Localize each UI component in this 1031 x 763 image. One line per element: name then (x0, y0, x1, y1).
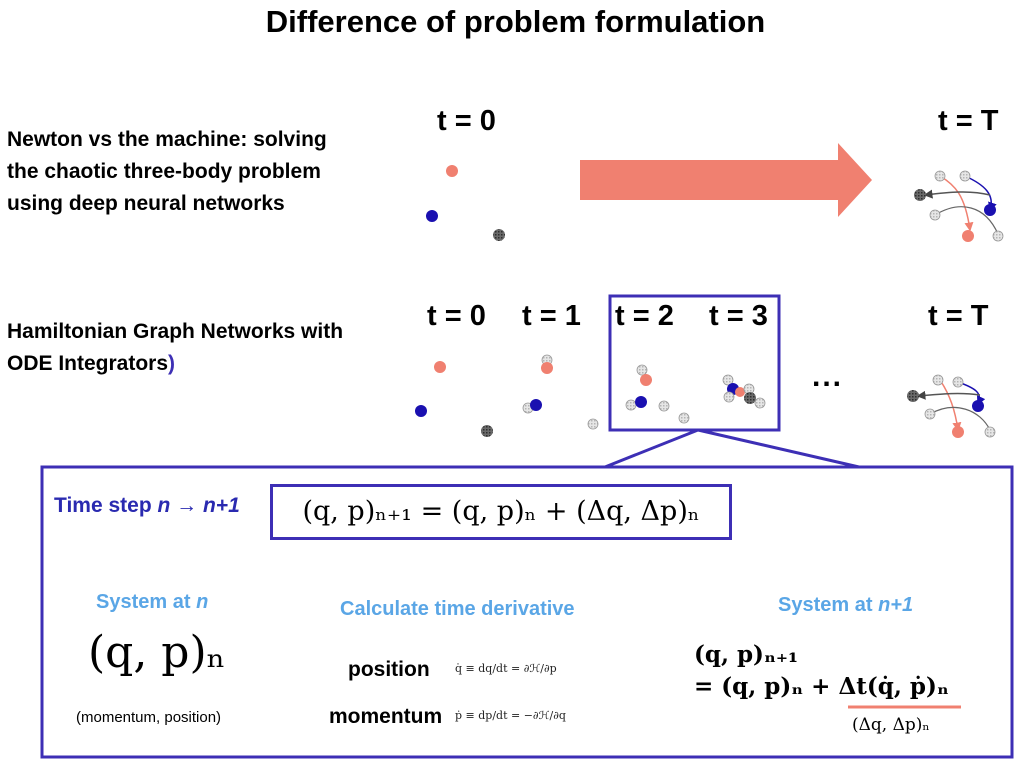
col1-note: (momentum, position) (76, 709, 222, 726)
row2-t2-label: t = 2 (615, 300, 674, 332)
paper2-paren: ) (168, 352, 176, 375)
row2-t0-label: t = 0 (427, 300, 486, 332)
col1-formula: (q, p)ₙ (88, 627, 226, 678)
row2-t0-body-salmon (434, 361, 446, 373)
col1-heading: System at n (96, 591, 209, 613)
delta-t-term: Δt(q̇, ṗ)ₙ (838, 673, 949, 700)
row1-t0-body-salmon (446, 165, 458, 177)
paper-hamiltonian-graph-networks: Hamiltonian Graph Networks with ODE Inte… (7, 316, 343, 380)
big-forward-arrow (580, 143, 872, 217)
position-equation: q̇ ≡ dq/dt = ∂ℋ/∂p (455, 662, 557, 675)
row1-t0-body-blue (426, 210, 438, 222)
row2-t3-label: t = 3 (709, 300, 768, 332)
row2-tT-trajectories (907, 374, 996, 438)
col3-line-1: (q, p)ₙ₊₁ (694, 641, 799, 668)
row2-t1-bodies (522, 354, 599, 430)
paper1-line-2: the chaotic three-body problem (7, 160, 321, 183)
update-equation: (q, p)ₙ₊₁ = (q, p)ₙ + (Δq, Δp)ₙ (270, 484, 732, 540)
col3-underbrace-label: (Δq, Δp)ₙ (852, 715, 930, 735)
paper1-line-3: using deep neural networks (7, 192, 285, 215)
row1-tT-label: t = T (938, 105, 999, 137)
paper2-line-1: Hamiltonian Graph Networks with (7, 320, 344, 343)
slide-title: Difference of problem formulation (265, 4, 766, 39)
paper1-line-1: Newton vs the machine: solving (7, 128, 327, 151)
paper2-line-2: ODE Integrators) (7, 352, 176, 375)
time-step-label: Time step n → n+1 (54, 494, 240, 517)
row2-t2-bodies (625, 364, 690, 424)
row1-tT-trajectories (914, 170, 1004, 242)
row2-t0-body-gray (481, 425, 493, 437)
row1-t0-label: t = 0 (437, 105, 496, 137)
highlight-box (608, 294, 781, 432)
row2-t0-body-blue (415, 405, 427, 417)
momentum-label: momentum (329, 705, 443, 728)
col3-line-2: = (q, p)ₙ + Δt(q̇, ṗ)ₙ (694, 673, 949, 700)
row2-tT-label: t = T (928, 300, 989, 332)
ellipsis: ... (812, 360, 844, 393)
row2-t1-label: t = 1 (522, 300, 581, 332)
row1-t0-body-gray (493, 229, 505, 241)
row2-t3-bodies (722, 374, 766, 409)
momentum-equation: ṗ ≡ dp/dt = −∂ℋ/∂q (455, 709, 566, 722)
col3-heading: System at n+1 (778, 594, 914, 616)
paper-newton-vs-machine: Newton vs the machine: solving the chaot… (7, 124, 327, 220)
col2-heading: Calculate time derivative (340, 598, 575, 620)
detail-box (40, 465, 1014, 759)
position-label: position (348, 658, 430, 681)
